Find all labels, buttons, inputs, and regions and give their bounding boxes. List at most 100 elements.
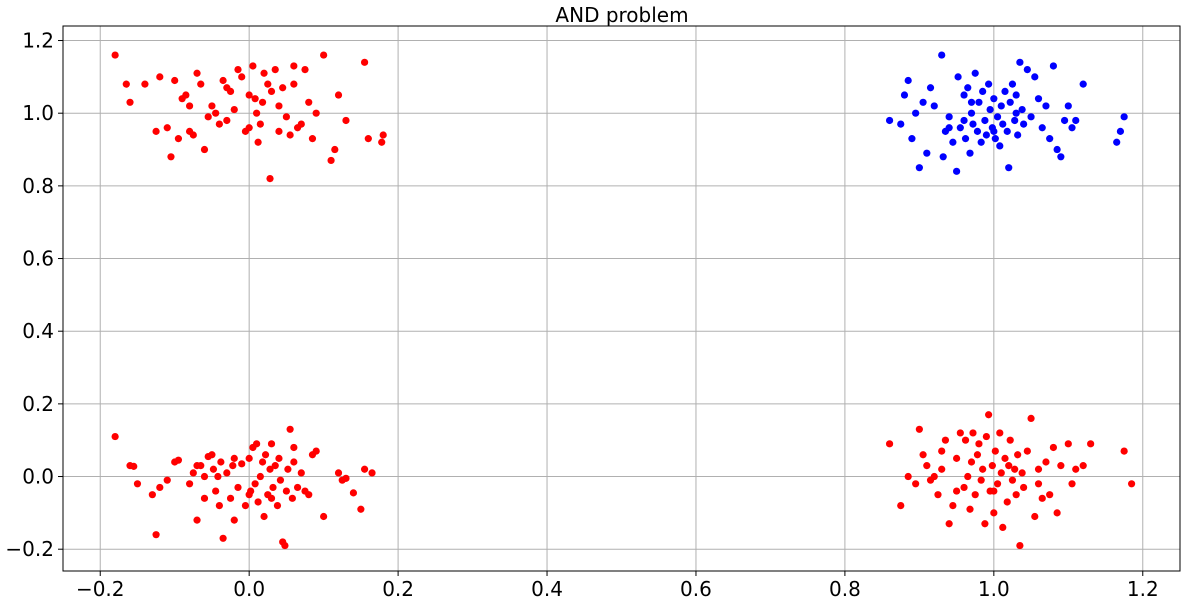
red-point [977,476,985,484]
x-tick-label: 0.0 [233,577,265,601]
red-point [256,472,264,481]
red-point [1003,498,1011,506]
red-point [334,469,343,477]
red-point [133,480,142,488]
red-point [949,502,957,510]
red-point [275,102,283,110]
y-tick-label: 0.0 [22,465,54,489]
blue-point [960,116,968,125]
blue-point [900,91,909,99]
blue-point [930,102,938,110]
red-point [256,120,264,128]
red-point [258,98,267,106]
red-point [1001,454,1009,462]
red-point [189,469,197,477]
red-point [981,520,989,528]
red-point [1068,480,1076,488]
red-point [111,432,119,441]
blue-point [960,91,968,99]
red-point [342,116,350,125]
red-point [378,138,386,146]
red-point [1057,462,1065,470]
red-point [122,80,130,88]
red-point [219,76,227,85]
red-point [215,120,223,128]
red-point [200,472,209,481]
y-tick-label: 0.8 [22,174,54,198]
blue-point [961,135,970,143]
red-point [185,102,194,110]
red-point [245,124,253,132]
red-point [1046,491,1054,499]
red-point [331,145,339,154]
blue-point [1072,116,1080,125]
red-point [1038,494,1046,502]
x-tick-label: 1.0 [978,577,1010,601]
red-point [1006,436,1014,444]
red-point [185,480,194,488]
blue-point [990,95,998,103]
blue-point [1014,131,1022,139]
red-point [182,91,190,99]
blue-point [897,120,905,128]
red-point [214,472,222,481]
blue-point [1079,80,1087,88]
red-point [245,491,253,499]
red-point [1053,509,1061,517]
blue-point [1064,102,1072,110]
blue-point [1012,91,1020,99]
red-point [290,62,298,70]
red-point [219,534,227,542]
red-point [282,113,290,121]
red-point [960,483,968,492]
red-point [290,458,298,466]
red-point [251,480,259,488]
red-point [241,502,250,510]
blue-point [1027,113,1035,121]
red-point [290,80,298,88]
red-point [193,462,201,470]
blue-point [939,153,947,161]
red-point [320,51,328,59]
red-point [312,447,320,455]
red-point [1016,541,1024,550]
y-tick-label: 1.2 [22,29,54,53]
red-point [1064,440,1072,448]
blue-point [1060,116,1069,125]
blue-point [956,124,964,132]
red-point [912,480,920,488]
red-point [171,76,179,85]
red-point [156,483,164,492]
red-point [238,73,246,81]
blue-point [1001,87,1009,95]
red-point [934,491,942,499]
red-point [163,124,171,132]
red-point [276,476,285,484]
red-point [961,436,970,444]
x-tick-label: 0.4 [531,577,563,601]
red-point [1012,491,1020,499]
y-tick-label: 0.2 [22,392,54,416]
red-point [327,156,335,165]
red-point [156,73,164,81]
red-point [174,135,183,143]
x-axis-ticks: −0.2 0.0 0.2 0.4 0.6 0.8 1.0 1.2 [76,571,1159,601]
blue-point [1023,66,1031,74]
red-point [229,462,237,470]
red-point [966,505,974,513]
red-point [130,462,138,470]
blue-point [1031,73,1039,81]
red-point [288,494,296,502]
blue-point [1020,120,1028,128]
red-point [964,472,972,481]
grid-lines [63,26,1180,571]
blue-point [945,113,953,121]
blue-point [996,142,1004,150]
red-point [212,109,220,117]
red-point [953,454,961,462]
red-point [991,447,999,455]
blue-point [977,138,985,146]
blue-point [1053,145,1061,154]
blue-point [953,167,961,175]
